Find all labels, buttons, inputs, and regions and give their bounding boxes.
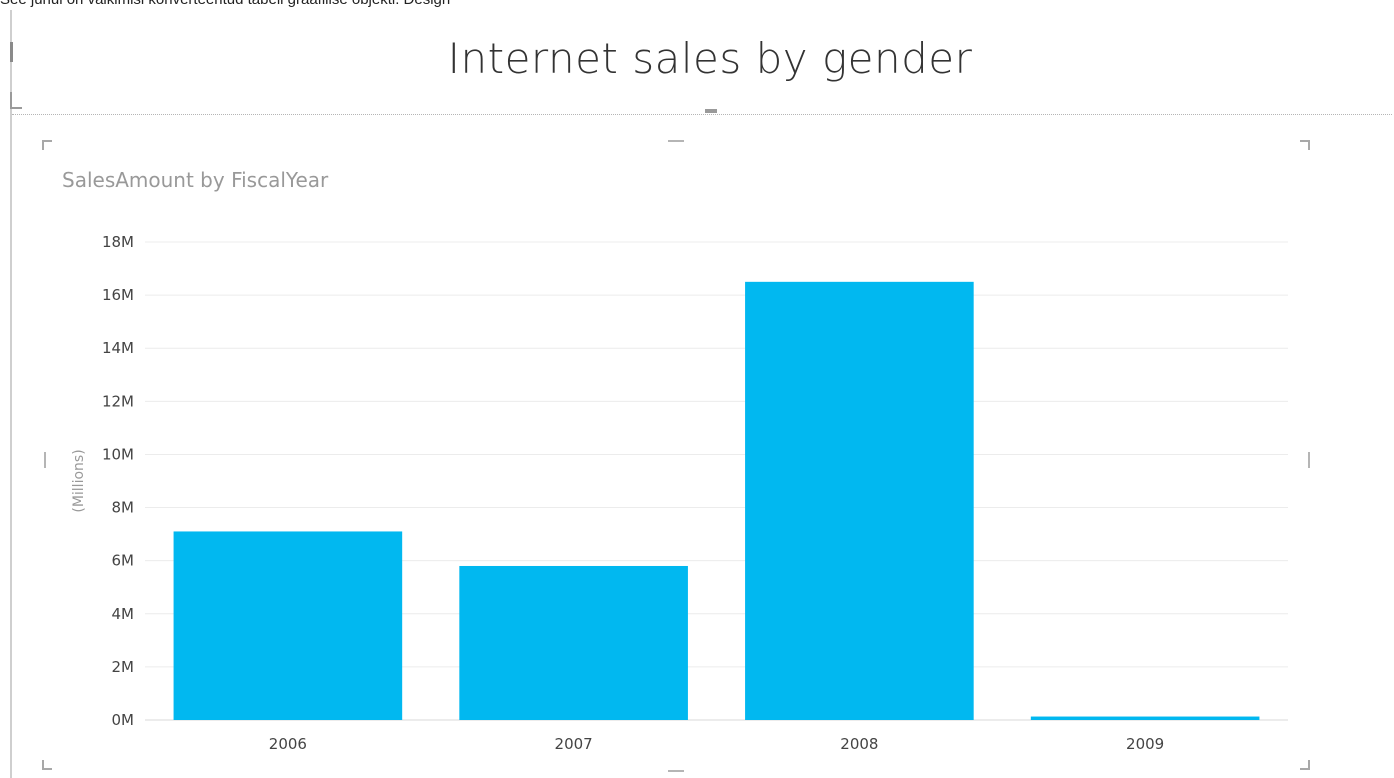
y-tick-label: 0M bbox=[112, 711, 135, 729]
x-tick-label: 2007 bbox=[555, 735, 593, 753]
x-tick-label: 2008 bbox=[840, 735, 878, 753]
chart-title: SalesAmount by FiscalYear bbox=[62, 168, 329, 192]
title-separator bbox=[12, 114, 1392, 115]
visual-corner-bottom-right[interactable] bbox=[1300, 760, 1310, 770]
x-tick-label: 2006 bbox=[269, 735, 307, 753]
visual-corner-top-right[interactable] bbox=[1300, 140, 1310, 150]
y-tick-label: 14M bbox=[102, 339, 134, 357]
title-box-corner bbox=[10, 92, 22, 109]
report-title[interactable]: Internet sales by gender bbox=[447, 34, 973, 83]
x-tick-label: 2009 bbox=[1126, 735, 1164, 753]
visual-corner-bottom-left[interactable] bbox=[42, 760, 52, 770]
y-tick-label: 6M bbox=[112, 552, 135, 570]
top-caption: See juhul on vaikimisi konverteeritud ta… bbox=[0, 0, 1394, 9]
y-tick-label: 16M bbox=[102, 286, 134, 304]
title-resize-handle[interactable] bbox=[705, 109, 717, 113]
y-tick-label: 18M bbox=[102, 233, 134, 251]
visual-corner-top-left[interactable] bbox=[42, 140, 52, 150]
bar-2008[interactable] bbox=[745, 281, 974, 720]
y-tick-label: 12M bbox=[102, 392, 134, 410]
bar-2006[interactable] bbox=[173, 531, 403, 720]
bar-2007[interactable] bbox=[459, 565, 688, 720]
y-axis-label: (Millions) bbox=[71, 449, 87, 512]
visual-resize-handle-left[interactable] bbox=[44, 452, 46, 468]
visual-resize-handle-bottom[interactable] bbox=[668, 770, 684, 772]
y-tick-label: 2M bbox=[112, 658, 135, 676]
visual-resize-handle-top[interactable] bbox=[668, 140, 684, 142]
y-tick-label: 4M bbox=[112, 605, 135, 623]
y-tick-label: 10M bbox=[102, 445, 134, 463]
left-edge-rule bbox=[10, 10, 12, 778]
bar-2009[interactable] bbox=[1030, 716, 1260, 720]
visual-resize-handle-right[interactable] bbox=[1308, 452, 1310, 468]
y-tick-label: 8M bbox=[112, 499, 135, 517]
left-edge-marker bbox=[10, 42, 13, 62]
